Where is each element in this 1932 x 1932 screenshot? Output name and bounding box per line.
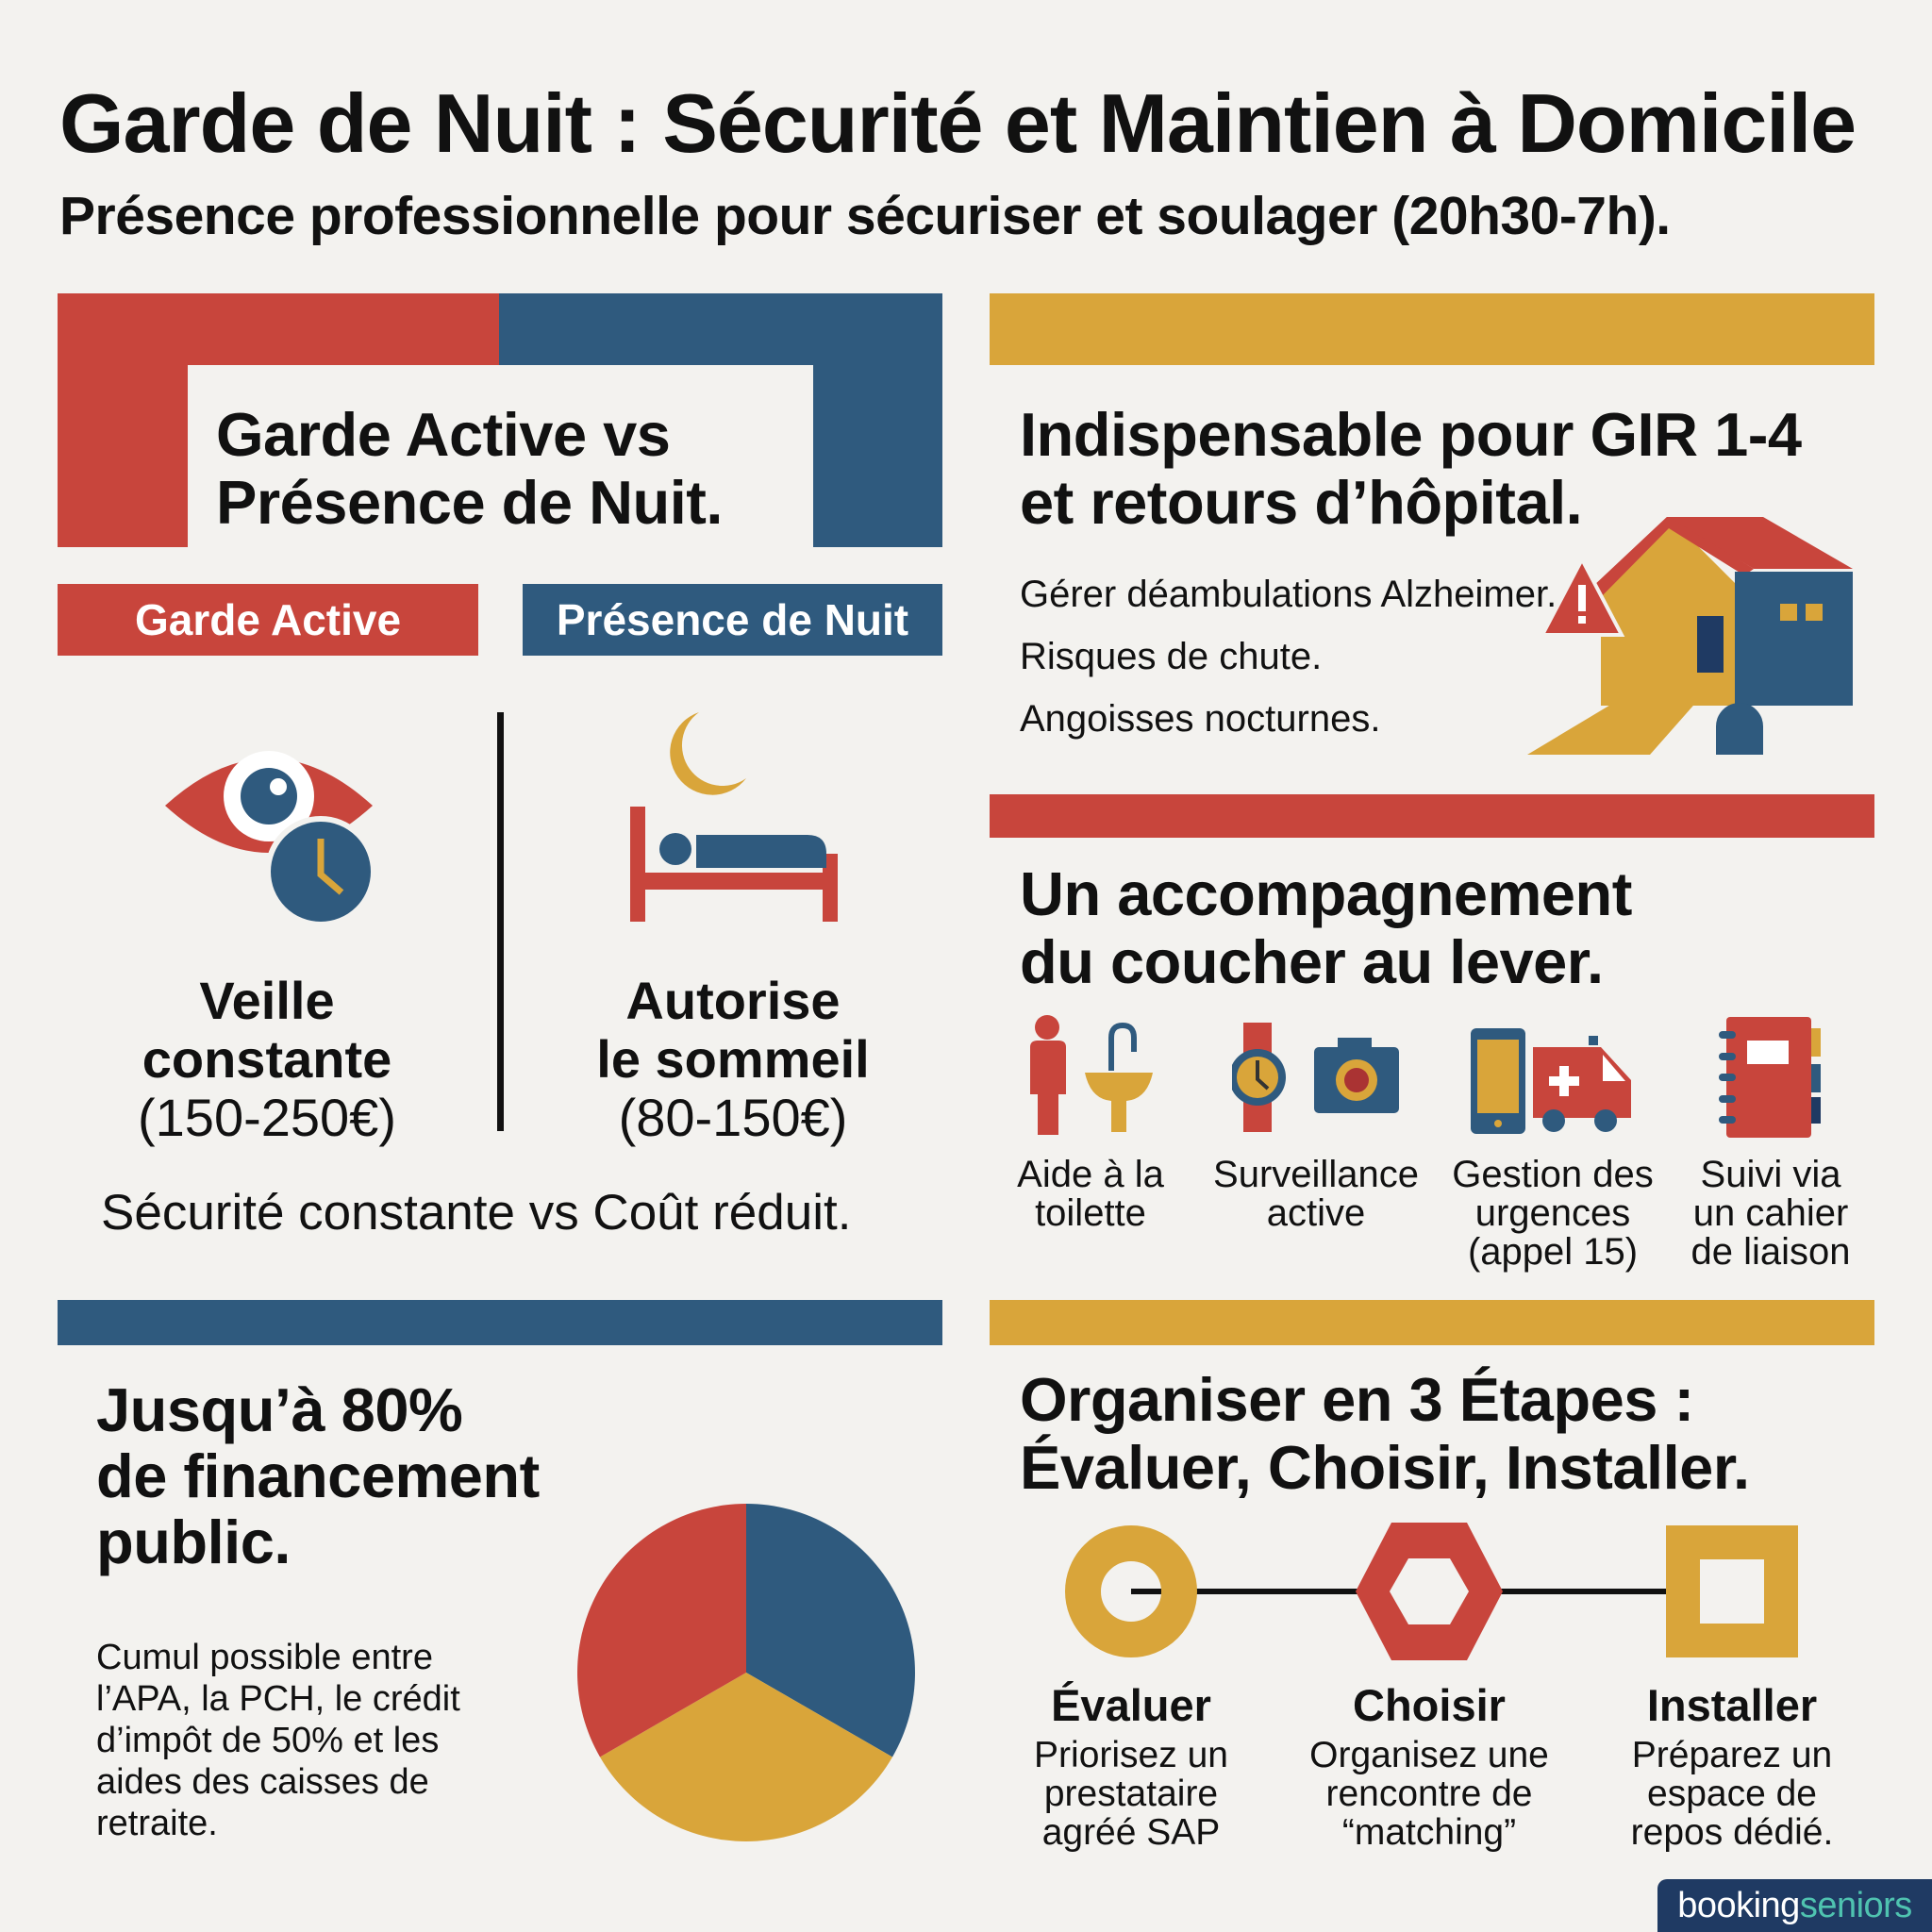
indispensable-list: Gérer déambulations Alzheimer. Risques d…	[1020, 563, 1557, 750]
comparison-heading: Garde Active vs Présence de Nuit.	[216, 400, 724, 537]
etapes-heading-line1: Organiser en 3 Étapes :	[1020, 1365, 1694, 1434]
etapes-heading: Organiser en 3 Étapes : Évaluer, Choisir…	[1020, 1366, 1750, 1502]
step-desc: prestataire	[1043, 1774, 1219, 1814]
step-title: Installer	[1646, 1680, 1818, 1730]
section-bar-yellow	[990, 293, 1874, 365]
watch-camera-icon	[1232, 1023, 1399, 1132]
frame-side-red	[58, 365, 188, 547]
financement-heading: Jusqu’à 80% de financement public.	[96, 1377, 540, 1575]
indispensable-heading-line2: et retours d’hôpital.	[1020, 468, 1583, 537]
pie-slice-red	[577, 1504, 746, 1757]
section-bar-blue	[58, 1300, 942, 1345]
body-line: aides des caisses de	[96, 1762, 429, 1802]
ring-icon	[1065, 1525, 1197, 1657]
hexagon-icon	[1356, 1523, 1503, 1660]
body-line: d’impôt de 50% et les	[96, 1721, 440, 1760]
step-installer: Installer Préparez un espace de repos dédié…	[1591, 1679, 1874, 1852]
service-caption: Surveillance active	[1203, 1156, 1429, 1233]
step-desc: Préparez un	[1631, 1735, 1833, 1775]
eye-clock-icon	[165, 751, 376, 927]
comparison-heading-line1: Garde Active vs	[216, 400, 671, 469]
caption-line: Gestion des	[1452, 1154, 1654, 1195]
frame-side-blue	[813, 365, 942, 547]
accompagnement-heading: Un accompagnement du coucher au lever.	[1020, 860, 1632, 996]
step-title: Évaluer	[1051, 1680, 1211, 1730]
caption-line: urgences	[1474, 1192, 1631, 1234]
financement-heading-line2: de financement	[96, 1441, 540, 1510]
etapes-heading-line2: Évaluer, Choisir, Installer.	[1020, 1433, 1750, 1502]
accompagnement-heading-line2: du coucher au lever.	[1020, 927, 1604, 996]
comparison-summary: Sécurité constante vs Coût réduit.	[101, 1185, 852, 1241]
body-line: l’APA, la PCH, le crédit	[96, 1679, 460, 1719]
indispensable-heading-line1: Indispensable pour GIR 1-4	[1020, 400, 1802, 469]
step-desc: rencontre de	[1325, 1774, 1533, 1814]
pie-slice-yellow	[600, 1673, 892, 1841]
caption-line: toilette	[1035, 1192, 1146, 1234]
list-item: Risques de chute.	[1020, 636, 1323, 677]
financing-pie-icon	[577, 1504, 915, 1841]
frame-bar-red	[58, 293, 499, 365]
indispensable-heading: Indispensable pour GIR 1-4 et retours d’…	[1020, 401, 1802, 537]
caption-line: Surveillance	[1213, 1154, 1419, 1195]
square-icon	[1666, 1525, 1798, 1657]
body-line: retraite.	[96, 1804, 218, 1843]
caption-line: Aide à la	[1017, 1154, 1164, 1195]
comparison-heading-line2: Présence de Nuit.	[216, 468, 724, 537]
comparison-divider	[497, 712, 504, 1131]
phone-ambulance-icon	[1471, 1028, 1631, 1134]
step-desc: agréé SAP	[1041, 1812, 1221, 1853]
bookingseniors-logo: booking seniors	[1657, 1879, 1932, 1932]
service-caption: Aide à la toilette	[977, 1156, 1204, 1233]
step-evaluer: Évaluer Priorisez un prestataire agréé SAP	[990, 1679, 1273, 1852]
house-warning-icon	[1527, 517, 1853, 755]
option-active-line2: constante	[142, 1029, 392, 1089]
step-choisir: Choisir Organisez une rencontre de “matchin…	[1288, 1679, 1571, 1852]
tag-garde-active: Garde Active	[58, 584, 478, 656]
list-item: Angoisses nocturnes.	[1020, 698, 1381, 740]
page-title: Garde de Nuit : Sécurité et Maintien à D…	[59, 76, 1857, 170]
logo-part2: seniors	[1799, 1885, 1913, 1925]
financement-heading-line3: public.	[96, 1507, 291, 1576]
list-item: Gérer déambulations Alzheimer.	[1020, 574, 1557, 615]
notebook-icon	[1719, 1017, 1821, 1138]
page-subtitle: Présence professionnelle pour sécuriser …	[59, 186, 1671, 246]
step-title: Choisir	[1353, 1680, 1506, 1730]
frame-bar-blue	[499, 293, 942, 365]
step-desc: Priorisez un	[1034, 1735, 1228, 1775]
option-presence-price: (80-150€)	[618, 1088, 848, 1147]
step-desc: Organisez une	[1309, 1735, 1549, 1775]
step-desc: “matching”	[1341, 1812, 1517, 1853]
financement-heading-line1: Jusqu’à 80%	[96, 1375, 463, 1444]
body-line: Cumul possible entre	[96, 1638, 433, 1677]
service-caption: Gestion des urgences (appel 15)	[1440, 1156, 1666, 1272]
caption-line: de liaison	[1690, 1231, 1851, 1273]
option-active-price: (150-250€)	[138, 1088, 396, 1147]
accompagnement-heading-line1: Un accompagnement	[1020, 859, 1632, 928]
pie-slice-blue	[746, 1504, 915, 1757]
option-presence-line2: le sommeil	[596, 1029, 870, 1089]
step-desc: repos dédié.	[1630, 1812, 1834, 1853]
bed-moon-icon	[630, 712, 838, 922]
caption-line: Suivi via	[1700, 1154, 1841, 1195]
logo-part1: booking	[1677, 1885, 1800, 1925]
toilet-assistance-icon	[1030, 1015, 1153, 1135]
section-bar-yellow-2	[990, 1300, 1874, 1345]
section-bar-red	[990, 794, 1874, 838]
tag-presence-nuit: Présence de Nuit	[523, 584, 942, 656]
financement-body: Cumul possible entre l’APA, la PCH, le c…	[96, 1637, 460, 1844]
option-presence-line1: Autorise	[625, 971, 841, 1030]
caption-line: active	[1266, 1192, 1366, 1234]
caption-line: un cahier	[1692, 1192, 1849, 1234]
step-desc: espace de	[1647, 1774, 1817, 1814]
service-caption: Suivi via un cahier de liaison	[1657, 1156, 1884, 1272]
option-garde-active: Veille constante (150-250€)	[69, 972, 465, 1147]
caption-line: (appel 15)	[1467, 1231, 1639, 1273]
option-active-line1: Veille	[199, 971, 335, 1030]
option-presence-nuit: Autorise le sommeil (80-150€)	[535, 972, 931, 1147]
